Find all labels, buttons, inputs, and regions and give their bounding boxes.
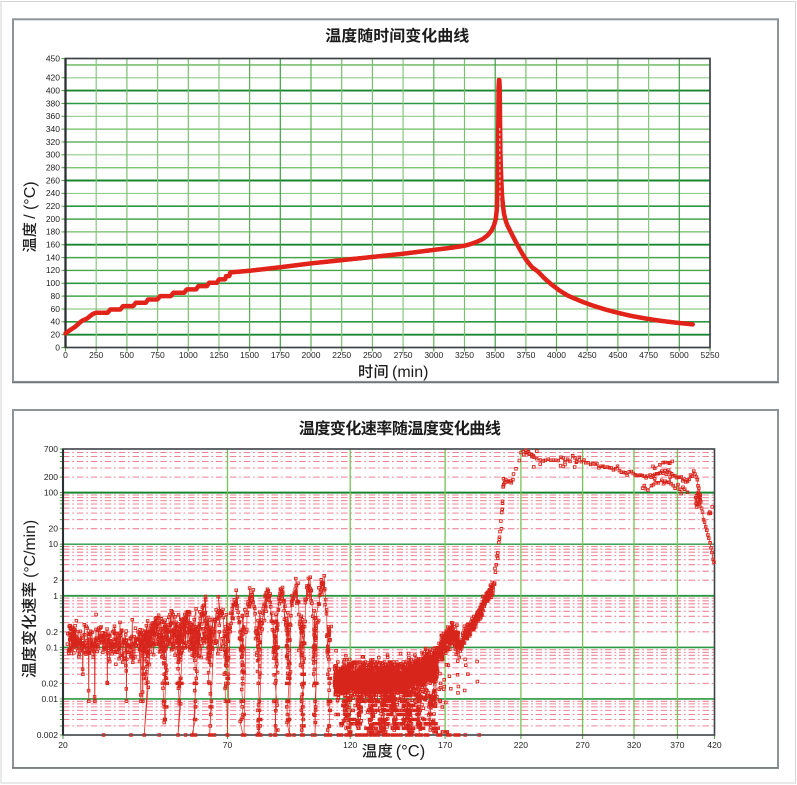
svg-text:1250: 1250 [210,350,229,360]
svg-text:100: 100 [44,488,58,498]
svg-text:240: 240 [46,188,60,198]
svg-text:450: 450 [46,53,60,63]
svg-text:1500: 1500 [240,350,259,360]
svg-text:300: 300 [46,150,60,160]
svg-text:170: 170 [438,740,452,750]
svg-text:320: 320 [627,740,641,750]
svg-text:400: 400 [46,85,60,95]
svg-text:0.002: 0.002 [37,730,59,740]
svg-text:220: 220 [46,201,60,211]
svg-text:(°C/min): (°C/min) [22,520,39,578]
svg-text:270: 270 [576,740,590,750]
svg-text:3250: 3250 [455,350,474,360]
svg-text:40: 40 [51,317,61,327]
svg-text:4000: 4000 [547,350,566,360]
svg-text:1750: 1750 [271,350,290,360]
svg-text:0.1: 0.1 [46,642,58,652]
svg-text:160: 160 [46,240,60,250]
svg-text:2500: 2500 [363,350,382,360]
svg-text:200: 200 [44,472,58,482]
svg-text:(min): (min) [392,364,428,381]
svg-text:500: 500 [120,350,134,360]
svg-text:4750: 4750 [639,350,658,360]
svg-text:4250: 4250 [578,350,597,360]
svg-text:280: 280 [46,163,60,173]
svg-text:20: 20 [58,740,68,750]
svg-text:0: 0 [55,342,60,352]
svg-text:250: 250 [89,350,103,360]
svg-text:180: 180 [46,227,60,237]
svg-text:2750: 2750 [394,350,413,360]
svg-text:200: 200 [46,214,60,224]
svg-text:5250: 5250 [701,350,720,360]
svg-text:3500: 3500 [486,350,505,360]
svg-text:20: 20 [49,524,59,534]
svg-text:3000: 3000 [424,350,443,360]
svg-text:20: 20 [51,330,61,340]
svg-text:5000: 5000 [670,350,689,360]
svg-text:3750: 3750 [516,350,535,360]
svg-text:60: 60 [51,304,61,314]
svg-text:100: 100 [46,278,60,288]
svg-text:70: 70 [223,740,233,750]
svg-text:2000: 2000 [302,350,321,360]
svg-text:0.02: 0.02 [41,678,58,688]
svg-text:420: 420 [707,740,721,750]
svg-text:380: 380 [46,98,60,108]
svg-text:0.01: 0.01 [41,694,58,704]
svg-text:220: 220 [514,740,528,750]
svg-text:360: 360 [46,111,60,121]
svg-text:120: 120 [46,265,60,275]
svg-text:2: 2 [53,575,58,585]
svg-text:/ (°C): / (°C) [22,181,39,219]
svg-text:1000: 1000 [179,350,198,360]
svg-text:420: 420 [46,73,60,83]
svg-text:1: 1 [53,591,58,601]
svg-text:320: 320 [46,137,60,147]
svg-text:10: 10 [49,539,59,549]
svg-text:4500: 4500 [608,350,627,360]
svg-text:(°C): (°C) [396,743,426,761]
svg-text:340: 340 [46,124,60,134]
svg-text:140: 140 [46,252,60,262]
svg-text:2250: 2250 [332,350,351,360]
svg-text:260: 260 [46,175,60,185]
svg-text:0: 0 [63,350,68,360]
svg-text:0.2: 0.2 [46,627,58,637]
svg-text:750: 750 [151,350,165,360]
svg-text:700: 700 [44,444,58,454]
svg-text:370: 370 [670,740,684,750]
svg-text:80: 80 [51,291,61,301]
svg-text:120: 120 [343,740,357,750]
